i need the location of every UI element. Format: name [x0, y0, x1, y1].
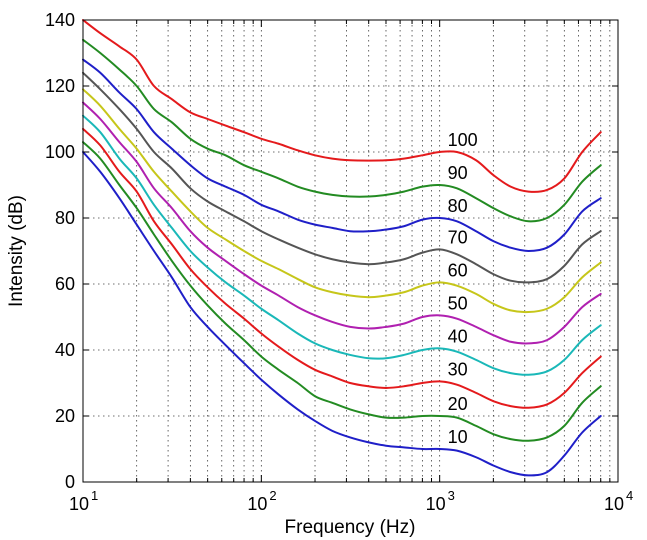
series-line-phon-10 [82, 151, 602, 477]
series-line-phon-90 [82, 38, 602, 223]
x-axis-label: Frequency (Hz) [285, 517, 416, 538]
plot-frame [82, 19, 619, 483]
y-tick-label: 60 [55, 274, 75, 294]
x-tick-label-exponent: 2 [269, 488, 276, 503]
curve-label-phon-40: 40 [448, 326, 468, 346]
series-line-phon-100 [82, 19, 602, 193]
y-tick-label: 80 [55, 208, 75, 228]
x-tick-label-base: 10 [426, 494, 446, 514]
series-line-phon-70 [82, 71, 602, 284]
x-tick-label-exponent: 3 [448, 488, 455, 503]
curve-labels: 100 90 80 70 60 50 40 30 20 10 [448, 130, 478, 447]
x-tick-label-base: 10 [247, 494, 267, 514]
series-line-phon-80 [82, 58, 602, 252]
y-tick-label: 100 [45, 142, 75, 162]
x-tick-label-base: 10 [69, 494, 89, 514]
x-tick-label-base: 10 [604, 494, 624, 514]
curve-label-phon-70: 70 [448, 227, 468, 247]
y-axis-label: Intensity (dB) [6, 195, 27, 307]
y-tick-label: 0 [65, 472, 75, 492]
y-tick-label: 140 [45, 10, 75, 30]
curve-label-phon-90: 90 [448, 163, 468, 183]
curve-label-phon-30: 30 [448, 359, 468, 379]
curve-label-phon-50: 50 [448, 293, 468, 313]
series-line-phon-20 [82, 141, 602, 442]
curve-label-phon-80: 80 [448, 196, 468, 216]
curve-label-phon-60: 60 [448, 260, 468, 280]
curve-label-phon-20: 20 [448, 394, 468, 414]
data-series [82, 19, 602, 477]
series-line-phon-50 [82, 101, 602, 345]
series-line-phon-60 [82, 88, 602, 314]
series-line-phon-40 [82, 114, 602, 376]
y-tick-label: 20 [55, 406, 75, 426]
curve-label-phon-100: 100 [448, 130, 478, 150]
y-tick-label: 40 [55, 340, 75, 360]
x-tick-label-exponent: 1 [91, 488, 98, 503]
curve-label-phon-10: 10 [448, 427, 468, 447]
y-tick-label: 120 [45, 76, 75, 96]
x-tick-label-exponent: 4 [626, 488, 633, 503]
series-line-phon-30 [82, 127, 602, 409]
